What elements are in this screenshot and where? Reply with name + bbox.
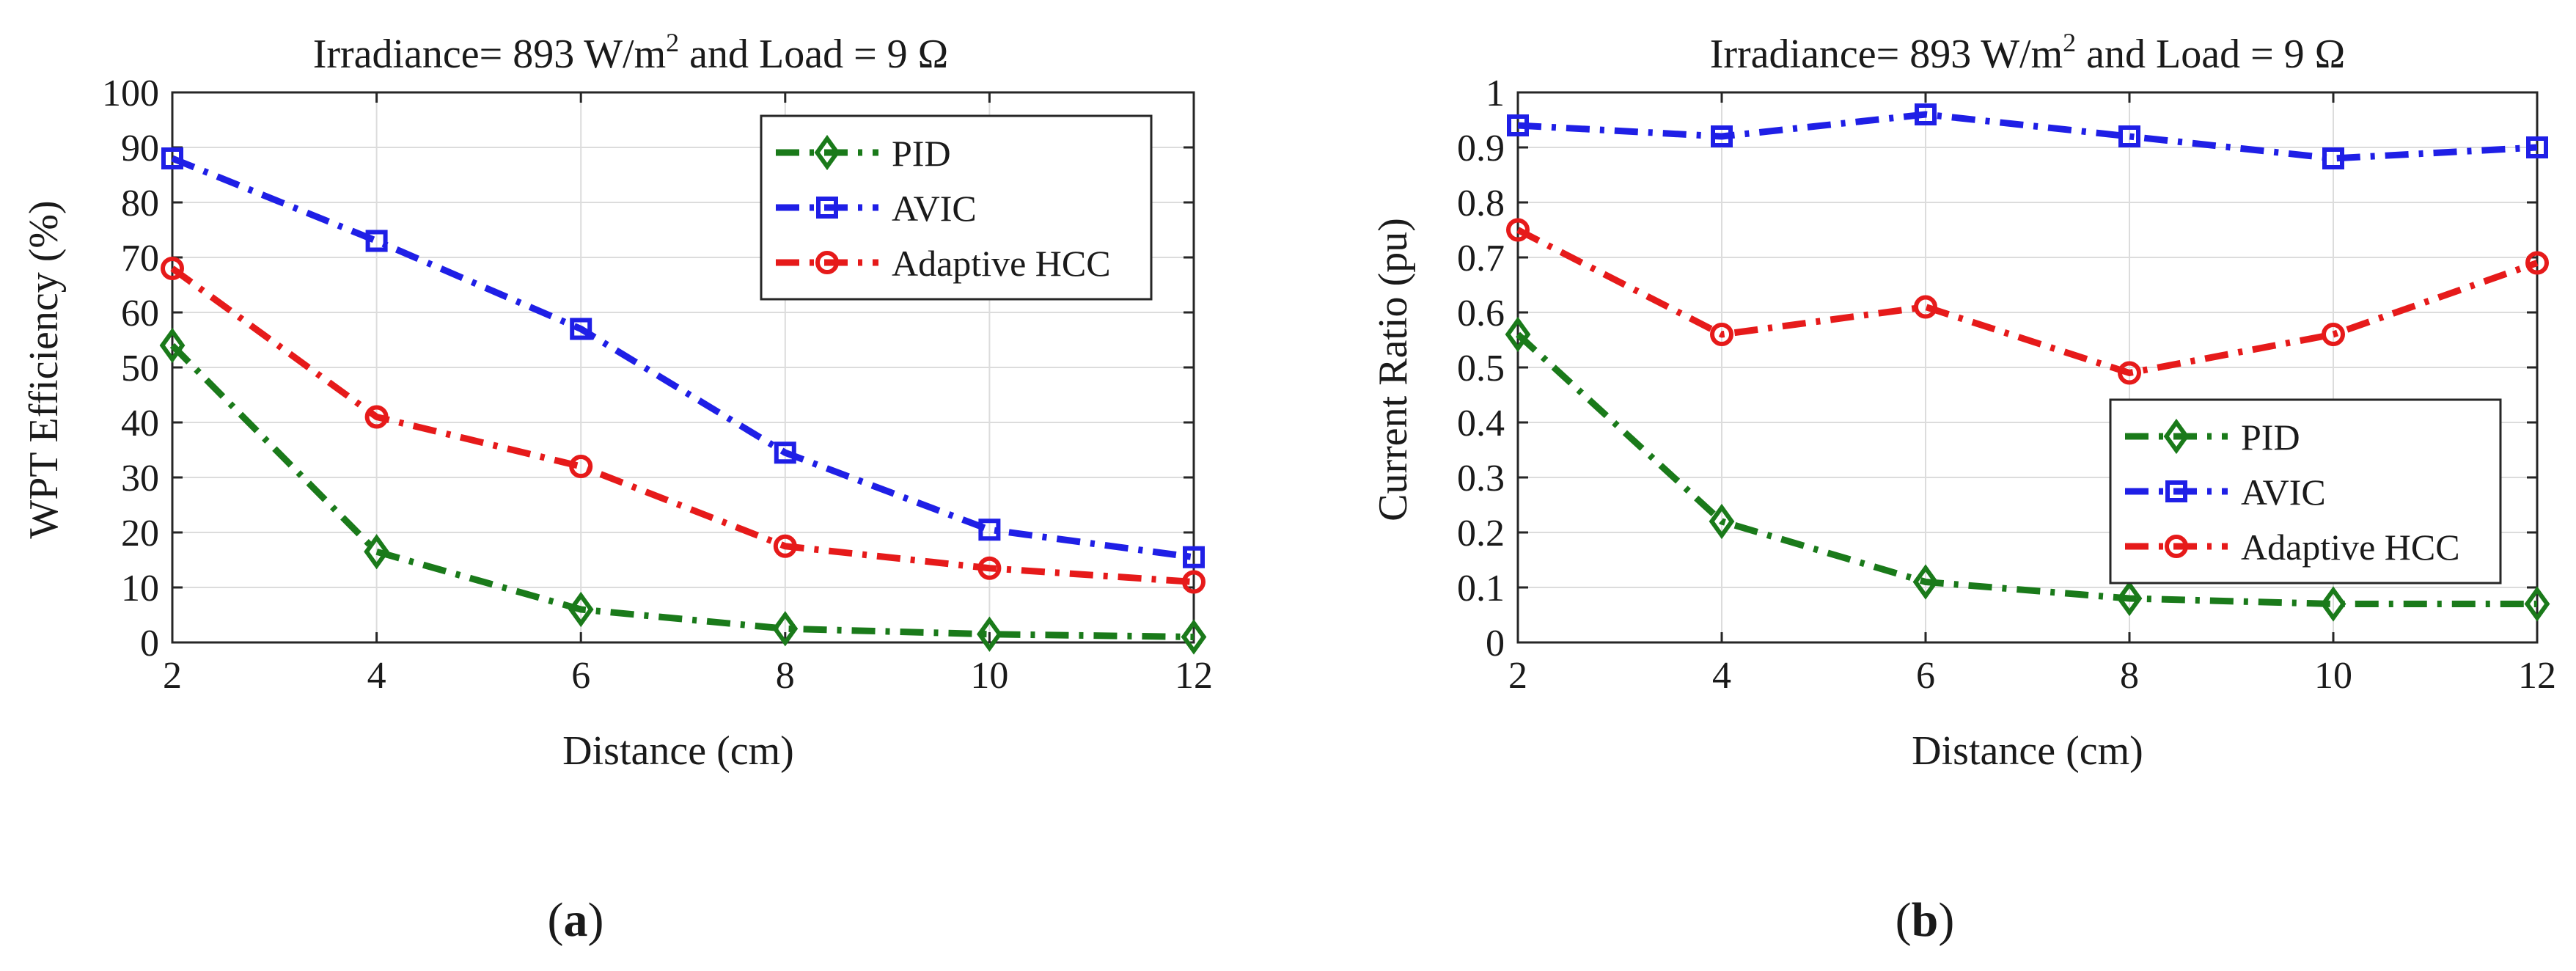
legend-avic-b-marker-0 [2165, 480, 2187, 502]
x-tick-label-a-1: 4 [367, 655, 386, 697]
x-tick-label-a-5: 12 [1175, 655, 1213, 697]
series-pid-b-marker-2 [1912, 564, 1939, 600]
series-avic-b-marker-1 [1711, 125, 1733, 147]
y-tick-label-b-0: 0 [1486, 623, 1505, 664]
series-avic-b-marker-3 [2118, 125, 2140, 147]
series-adaptive-hcc-a-line [170, 265, 1195, 585]
series-adaptive-hcc-a-marker-4 [977, 556, 1002, 580]
y-tick-label-b-7: 0.7 [1457, 238, 1505, 279]
series-pid-b-marker-3 [2116, 580, 2143, 617]
y-tick-label-a-0: 0 [140, 623, 159, 664]
y-tick-label-a-4: 40 [121, 403, 159, 444]
y-tick-label-b-6: 0.6 [1457, 293, 1505, 334]
x-axis-label-a: Distance (cm) [562, 728, 794, 774]
series-pid-a-marker-5 [1181, 619, 1207, 655]
series-avic-a-marker-0 [161, 147, 183, 169]
series-avic-a-line [171, 155, 1195, 561]
chart-panel-b: Irradiance= 893 W/m2 and Load = 9 Ω Dist… [1370, 28, 2556, 947]
series-avic-a-marker-1 [365, 230, 388, 252]
x-tick-label-b-4: 10 [2314, 655, 2352, 697]
y-tick-label-b-1: 0.1 [1457, 568, 1505, 609]
series-adaptive-hcc-b-line [1516, 227, 2539, 376]
series-avic-a-marker-5 [1183, 546, 1205, 568]
legend-avic-a-label: AVIC [892, 188, 977, 229]
y-tick-label-b-9: 0.9 [1457, 128, 1505, 169]
x-tick-label-b-3: 8 [2120, 655, 2139, 697]
legend-avic-b-label: AVIC [2241, 472, 2326, 513]
legend-pid-a-marker-0 [814, 134, 840, 171]
series-adaptive-hcc-b-marker-3 [2118, 361, 2141, 385]
y-tick-label-b-8: 0.8 [1457, 183, 1505, 224]
legend-pid-a-label: PID [892, 133, 951, 174]
panel-label-a: (a) [548, 893, 604, 947]
x-tick-label-b-0: 2 [1508, 655, 1527, 697]
series-adaptive-hcc-b-marker-5 [2525, 251, 2549, 275]
legend-adaptive-hcc-b-label: Adaptive HCC [2241, 527, 2460, 568]
series-avic-a-marker-3 [774, 441, 796, 464]
panel-label-b: (b) [1896, 893, 1955, 947]
series-adaptive-hcc-b-marker-1 [1710, 323, 1733, 346]
y-tick-label-a-5: 50 [121, 348, 159, 389]
legend-adaptive-hcc-a-marker-0 [815, 251, 839, 274]
y-tick-label-b-10: 1 [1486, 73, 1505, 114]
y-tick-label-a-10: 100 [102, 73, 159, 114]
x-tick-label-a-2: 6 [571, 655, 590, 697]
x-tick-label-b-5: 12 [2518, 655, 2556, 697]
series-adaptive-hcc-b-marker-4 [2322, 323, 2345, 346]
y-axis-label-b: Current Ratio (pu) [1370, 218, 1416, 521]
x-tick-label-a-4: 10 [970, 655, 1008, 697]
legend-adaptive-hcc-a-label: Adaptive HCC [892, 243, 1111, 284]
legend-avic-a-marker-0 [816, 197, 838, 219]
y-tick-label-a-3: 30 [121, 458, 159, 499]
series-avic-b-marker-5 [2526, 136, 2548, 158]
series-adaptive-hcc-a-marker-2 [569, 455, 593, 478]
series-avic-a-marker-4 [978, 519, 1001, 541]
y-tick-label-a-9: 90 [121, 128, 159, 169]
series-pid-a-marker-2 [568, 591, 594, 628]
y-tick-label-a-1: 10 [121, 568, 159, 609]
chart-panel-a: Irradiance= 893 W/m2 and Load = 9 Ω Dist… [21, 28, 1213, 947]
series-pid-b-marker-1 [1709, 503, 1735, 540]
series-pid-a-marker-3 [772, 611, 799, 647]
x-axis-label-b: Distance (cm) [1912, 728, 2143, 774]
x-tick-label-b-2: 6 [1916, 655, 1935, 697]
chart-title-b: Irradiance= 893 W/m2 and Load = 9 Ω [1710, 28, 2346, 77]
y-tick-label-a-8: 80 [121, 183, 159, 224]
series-pid-b-marker-4 [2320, 586, 2346, 622]
x-tick-label-a-3: 8 [776, 655, 795, 697]
series-avic-b-marker-0 [1507, 114, 1529, 136]
legend-pid-b-marker-0 [2163, 418, 2190, 455]
series-avic-b-marker-4 [2322, 147, 2344, 169]
y-tick-label-a-7: 70 [121, 238, 159, 279]
y-tick-label-a-6: 60 [121, 293, 159, 334]
series-pid-a-marker-0 [159, 327, 186, 364]
y-tick-label-b-5: 0.5 [1457, 348, 1505, 389]
series-pid-b-marker-5 [2524, 586, 2550, 622]
series-avic-a-marker-2 [570, 318, 592, 340]
series-adaptive-hcc-b-marker-0 [1506, 218, 1530, 242]
x-tick-label-b-1: 4 [1712, 655, 1731, 697]
series-adaptive-hcc-a-marker-1 [364, 405, 389, 429]
series-pid-b-marker-0 [1505, 316, 1531, 353]
chart-title-a: Irradiance= 893 W/m2 and Load = 9 Ω [313, 28, 949, 77]
y-tick-label-b-4: 0.4 [1457, 403, 1505, 444]
series-pid-b-line [1515, 331, 2537, 607]
legend-pid-b-label: PID [2241, 417, 2300, 458]
y-tick-label-b-3: 0.3 [1457, 458, 1505, 499]
series-adaptive-hcc-a-marker-5 [1182, 570, 1206, 594]
series-pid-a-marker-1 [364, 534, 389, 570]
series-adaptive-hcc-a-marker-3 [773, 534, 797, 558]
series-adaptive-hcc-a-marker-0 [161, 257, 184, 280]
series-avic-b-marker-2 [1915, 103, 1937, 125]
x-tick-label-a-0: 2 [163, 655, 182, 697]
y-tick-label-b-2: 0.2 [1457, 513, 1505, 554]
series-adaptive-hcc-b-marker-2 [1914, 295, 1937, 319]
legend-adaptive-hcc-b-marker-0 [2165, 535, 2188, 558]
y-axis-label-a: WPT Efficiency (%) [21, 200, 67, 538]
y-tick-label-a-2: 20 [121, 513, 159, 554]
series-pid-a-marker-4 [977, 616, 1002, 652]
